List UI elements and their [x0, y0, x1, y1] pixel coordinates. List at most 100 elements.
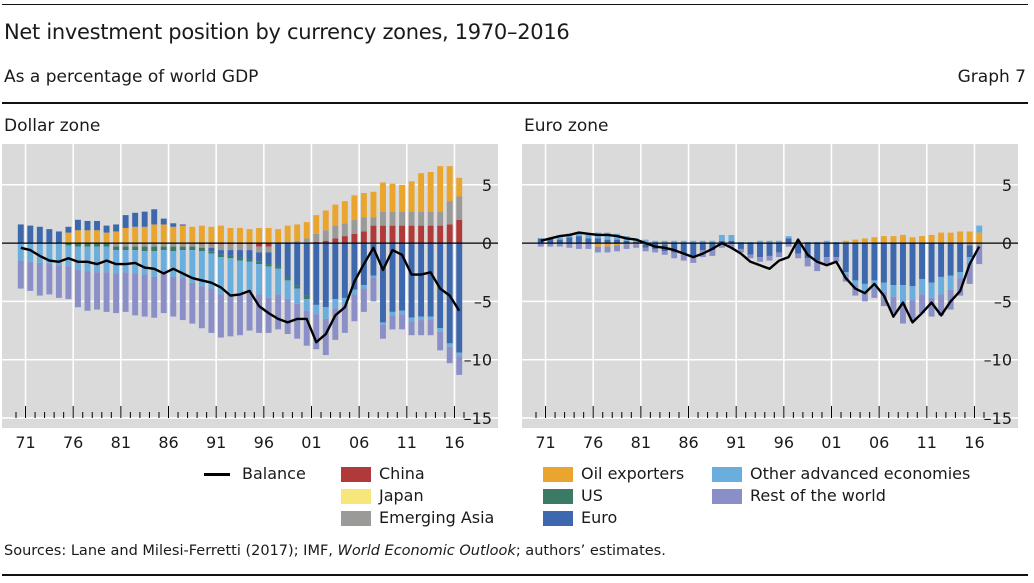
- bar-otheradv: [84, 246, 91, 272]
- bar-euro: [103, 225, 110, 233]
- bar-row: [332, 308, 339, 340]
- bar-oil: [871, 237, 878, 244]
- bar-otheradv: [36, 243, 43, 263]
- bar-euro: [246, 250, 253, 260]
- bar-emasia: [132, 243, 139, 247]
- bar-row: [399, 314, 405, 330]
- bar-row: [198, 286, 205, 329]
- bar-row: [370, 278, 377, 302]
- bar-euro: [418, 243, 425, 317]
- bar-euro: [179, 224, 186, 226]
- bar-emasia: [966, 243, 973, 246]
- bar-row: [966, 262, 973, 284]
- bar-emasia: [179, 243, 186, 247]
- bar-row: [919, 294, 925, 314]
- bar-row: [556, 243, 563, 247]
- bar-euro: [547, 238, 554, 244]
- bar-oil: [189, 226, 196, 244]
- bar-euro: [785, 238, 792, 244]
- bar-row: [547, 243, 554, 247]
- bar-otheradv: [556, 237, 563, 240]
- bar-otheradv: [728, 234, 735, 241]
- bar-china: [408, 225, 415, 244]
- bar-row: [46, 264, 53, 295]
- bar-oil: [122, 227, 129, 244]
- bar-otheradv: [785, 236, 792, 239]
- bar-us: [294, 285, 301, 289]
- bar-otheradv: [642, 239, 649, 244]
- x-tick-label: 86: [678, 433, 698, 452]
- bar-row: [737, 248, 744, 253]
- bar-otheradv: [823, 240, 830, 244]
- bar-emasia: [360, 217, 367, 232]
- bar-row: [113, 273, 120, 314]
- bar-row: [804, 258, 811, 267]
- bar-emasia: [141, 243, 148, 247]
- bar-otheradv: [437, 328, 444, 332]
- bar-otheradv: [380, 322, 386, 325]
- bar-euro: [160, 218, 167, 225]
- bar-row: [795, 253, 802, 259]
- graph-number: Graph 7: [957, 67, 1026, 87]
- bar-euro: [766, 243, 773, 256]
- bar-euro: [833, 243, 840, 258]
- bar-oil: [141, 226, 148, 244]
- legend-label: Balance: [242, 464, 306, 483]
- bar-oil: [595, 243, 601, 247]
- bar-oil: [265, 227, 272, 244]
- bar-oil: [976, 232, 983, 244]
- bar-row: [132, 273, 139, 316]
- bar-emasia: [322, 230, 329, 241]
- bar-row: [189, 282, 196, 324]
- bar-oil: [284, 225, 291, 242]
- bar-otheradv: [179, 250, 186, 279]
- panel-title-euro: Euro zone: [524, 116, 609, 136]
- bar-euro: [151, 209, 158, 225]
- bar-oil: [246, 229, 253, 244]
- bar-oil: [217, 225, 224, 244]
- bar-euro: [332, 243, 339, 300]
- bar-row: [537, 243, 544, 247]
- bar-china: [332, 238, 339, 244]
- bar-otheradv: [690, 240, 697, 244]
- euro-zone-chart: 71 76 81 86 91 96 01 06 11 16 5 0 –5 –10 –15: [522, 144, 1018, 452]
- china-swatch-icon: [341, 467, 371, 482]
- bar-china: [341, 236, 348, 244]
- bar-euro: [380, 243, 386, 323]
- bar-euro: [852, 243, 859, 281]
- bar-otheradv: [332, 299, 339, 309]
- bar-us: [160, 246, 167, 251]
- bar-row: [785, 243, 792, 247]
- y-tick-label: –15: [464, 409, 492, 428]
- bar-otheradv: [418, 316, 425, 321]
- bar-us: [141, 246, 148, 252]
- bar-row: [900, 303, 906, 324]
- bar-china: [351, 233, 358, 244]
- bar-euro: [65, 226, 72, 233]
- bar-euro: [699, 243, 706, 251]
- bar-euro: [237, 250, 243, 258]
- bar-euro: [814, 243, 821, 261]
- bar-euro: [284, 243, 291, 277]
- bar-china: [389, 225, 396, 244]
- bar-row: [217, 294, 224, 338]
- bar-us: [284, 276, 291, 281]
- bar-euro: [585, 238, 592, 244]
- bar-row: [84, 271, 91, 311]
- bar-oil: [842, 240, 849, 244]
- bar-oil: [170, 226, 177, 244]
- bar-oil: [909, 237, 916, 244]
- bar-euro: [141, 211, 148, 227]
- other-advanced-swatch-icon: [712, 467, 742, 482]
- bar-oil: [322, 210, 329, 231]
- legend-label: Other advanced economies: [750, 464, 971, 483]
- bar-row: [170, 276, 177, 317]
- bar-euro: [776, 243, 783, 253]
- x-tick-label: 16: [444, 433, 464, 452]
- bar-otheradv: [890, 285, 897, 297]
- legend-label: US: [581, 486, 603, 505]
- japan-swatch-icon: [341, 489, 371, 504]
- bar-emasia: [256, 246, 263, 253]
- bar-oil: [427, 171, 434, 212]
- y-tick-label: 5: [482, 176, 492, 195]
